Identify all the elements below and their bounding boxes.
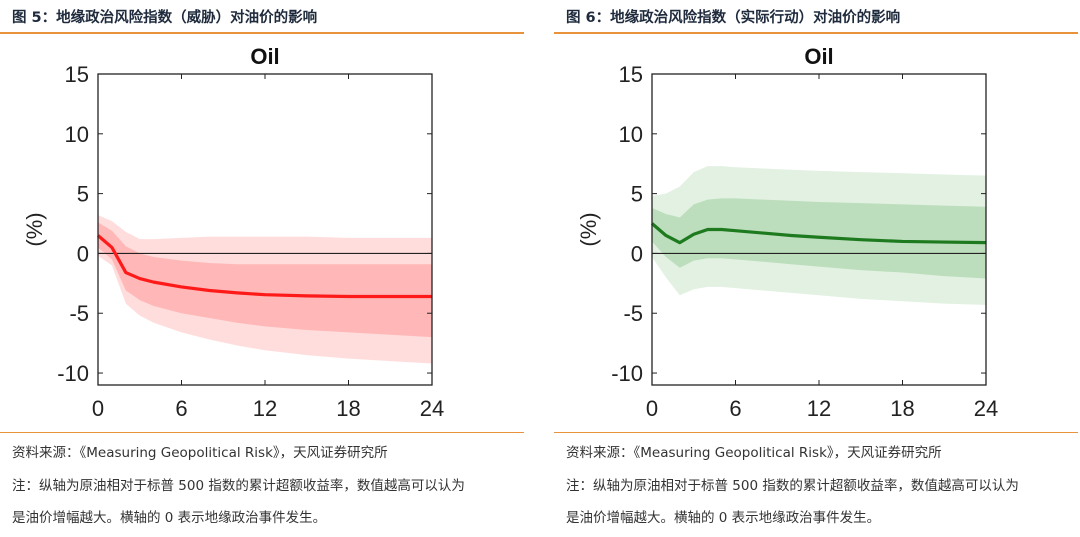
y-tick-label: 15 xyxy=(619,62,643,87)
chart-title: Oil xyxy=(804,44,833,69)
source-divider xyxy=(554,432,1078,433)
note-line-1: 注：纵轴为原油相对于标普 500 指数的累计超额收益率，数值越高可以认为 xyxy=(12,478,465,494)
chart-title: Oil xyxy=(250,44,279,69)
figure-title: 图 5：地缘政治风险指数（威胁）对油价的影响 xyxy=(12,10,318,26)
y-tick-label: -10 xyxy=(611,361,643,386)
y-axis-label: (%) xyxy=(22,212,47,246)
x-tick-label: 0 xyxy=(646,396,658,421)
x-tick-label: 24 xyxy=(420,396,444,421)
figure-title: 图 6：地缘政治风险指数（实际行动）对油价的影响 xyxy=(566,10,901,26)
y-tick-label: 10 xyxy=(619,122,643,147)
y-tick-label: 15 xyxy=(65,62,89,87)
y-tick-label: 5 xyxy=(77,182,89,207)
source-divider xyxy=(0,432,524,433)
x-tick-label: 6 xyxy=(175,396,187,421)
x-tick-label: 24 xyxy=(974,396,998,421)
confidence-band-inner xyxy=(98,222,432,338)
note-line-2: 是油价增幅越大。横轴的 0 表示地缘政治事件发生。 xyxy=(566,510,881,526)
series-line xyxy=(650,222,987,245)
y-tick-label: -5 xyxy=(623,301,643,326)
x-tick-label: 18 xyxy=(890,396,914,421)
x-tick-label: 18 xyxy=(336,396,360,421)
source-note: 资料来源：《Measuring Geopolitical Risk》，天风证券研… xyxy=(566,445,942,461)
x-tick-label: 12 xyxy=(807,396,831,421)
y-tick-label: 0 xyxy=(631,241,643,266)
y-tick-label: 10 xyxy=(65,122,89,147)
title-divider xyxy=(554,32,1078,34)
y-axis-label: (%) xyxy=(576,212,601,246)
note-line-1: 注：纵轴为原油相对于标普 500 指数的累计超额收益率，数值越高可以认为 xyxy=(566,478,1019,494)
source-note: 资料来源：《Measuring Geopolitical Risk》，天风证券研… xyxy=(12,445,388,461)
figure-6-panel: 图 6：地缘政治风险指数（实际行动）对油价的影响 Oil 15 10 5 0 -5 -10 0… xyxy=(554,0,1078,537)
y-tick-label: -10 xyxy=(57,361,89,386)
x-tick-label: 0 xyxy=(92,396,104,421)
x-tick-label: 12 xyxy=(253,396,277,421)
x-tick-label: 6 xyxy=(729,396,741,421)
note-line-2: 是油价增幅越大。横轴的 0 表示地缘政治事件发生。 xyxy=(12,510,327,526)
figure-5-panel: 图 5：地缘政治风险指数（威胁）对油价的影响 Oil 15 10 5 0 -5 -10 0 6 1… xyxy=(0,0,524,537)
y-tick-label: 0 xyxy=(77,241,89,266)
y-tick-label: 5 xyxy=(631,182,643,207)
y-tick-label: -5 xyxy=(69,301,89,326)
title-divider xyxy=(0,32,524,34)
